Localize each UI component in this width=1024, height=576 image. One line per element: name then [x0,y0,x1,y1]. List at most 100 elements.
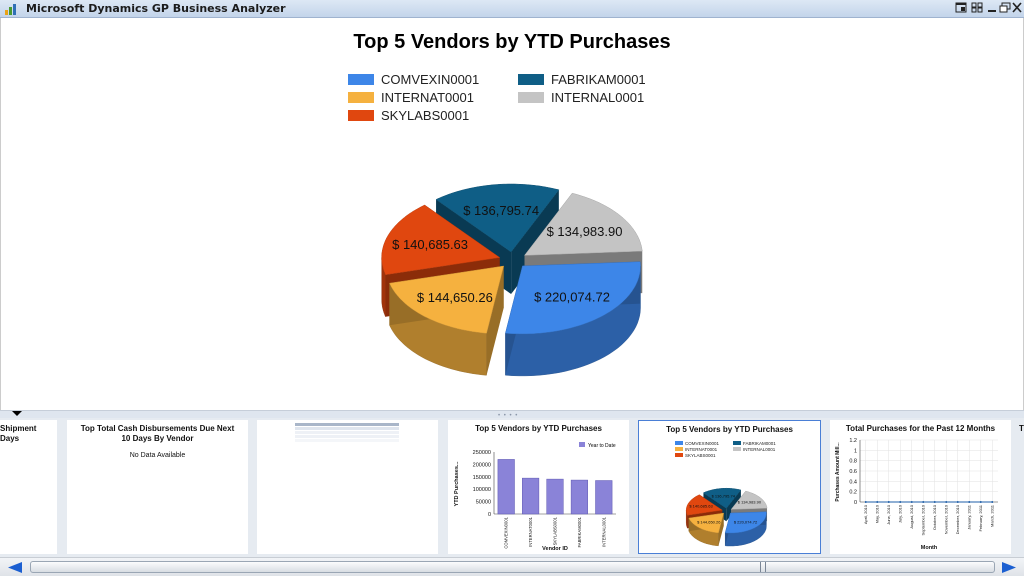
thumbnail-title: Shipment Days [0,424,37,443]
thumbnail-partial[interactable]: T [1019,420,1024,554]
legend-swatch [733,447,741,451]
line-point [979,501,982,503]
thumbnail-bar-chart[interactable]: Top 5 Vendors by YTD Purchases Year to D… [448,420,629,554]
collapse-caret-icon[interactable] [12,411,22,416]
legend-swatch [348,92,374,103]
thumbnail-pie-chart[interactable]: Top 5 Vendors by YTD Purchases COMVEXIN0… [638,420,821,554]
legend-label: FABRIKAM0001 [551,72,646,87]
pie-slice-top [381,204,501,275]
scroll-thumb[interactable] [30,561,995,573]
main-pie-chart: Top 5 Vendors by YTD Purchases COMVEXIN0… [348,31,671,377]
line-point [864,501,867,503]
bar-chart-thumbnail: Year to Date 250000 200000 150000 100000 500… [454,442,616,552]
thumbnail-cash-disbursements[interactable]: Top Total Cash Disbursements Due Next 10… [67,420,248,554]
pie-slice-top [724,511,767,534]
x-axis-title: Vendor ID [542,546,568,552]
legend-label: Year to Date [588,443,616,449]
y-tick-label: 50000 [476,500,491,506]
pie-plot: $ 136,795.74 $ 134,983.90 $ 140,685.63 $ 22… [381,183,643,377]
legend-item: SKYLABS0001 [348,108,469,123]
title-bar: Microsoft Dynamics GP Business Analyzer [0,0,1024,18]
line-point [956,501,959,503]
minimize-icon[interactable] [985,2,999,15]
x-tick-label: November, 2010 [944,504,949,534]
legend-label: COMVEXIN0001 [381,72,479,87]
pie-slice-top [702,487,742,509]
app-logo-icon [5,4,16,15]
bar [570,479,588,515]
legend-item: INTERNAT0001 [348,90,474,105]
x-tick-label: September, 2010 [921,504,926,535]
thumbnail-strip: Shipment Days Top Total Cash Disbursemen… [0,418,1024,557]
splitter-bar[interactable]: • • • • [0,410,1024,419]
line-point [876,501,879,503]
x-axis-title: Month [921,545,938,551]
legend-label: INTERNAL0001 [551,90,644,105]
x-tick-label: January, 2011 [967,504,972,530]
pie-slice-wall [726,489,741,522]
line-point [933,501,936,503]
legend-label: SKYLABS0001 [381,108,469,123]
line-point [968,501,971,503]
legend-label: INTERNAT0001 [381,90,474,105]
legend-swatch [579,442,585,447]
legend-swatch [518,92,544,103]
x-tick-label: December, 2010 [955,504,960,534]
legend-item: FABRIKAM0001 [518,72,646,87]
legend-item: SKYLABS0001 [675,453,716,458]
thumbnail-title: T [1019,424,1024,433]
x-tick-label: SKYLABS0001 [553,516,558,545]
line-point [991,501,994,503]
line-point [922,501,925,503]
pie-slice-top [523,192,643,256]
line-chart-thumbnail: 1.2 1 0.8 0.6 0.4 0.2 0 April, 2010 May, 2010 Jun… [835,438,998,551]
pie-data-label: $ 144,650.26 [697,520,721,525]
legend-item: COMVEXIN0001 [348,72,479,87]
restore-icon[interactable] [954,2,968,15]
scroll-right-arrow-icon[interactable] [994,561,1022,574]
line-point [887,501,890,503]
x-tick-label: June, 2010 [886,504,891,525]
legend-swatch [675,447,683,451]
pie-slice: $ 220,074.72 [505,261,641,377]
thumbnail-shipment-days[interactable]: Shipment Days [0,420,57,554]
x-tick-label: COMVEXIN0001 [504,516,509,548]
pie-slice-top [435,183,560,253]
y-tick-label: 1 [854,448,857,454]
bar [546,478,564,515]
thumbnail-title: Top 5 Vendors by YTD Purchases [666,425,793,434]
y-tick-label: 250000 [473,450,491,456]
chart-legend: COMVEXIN0001 FABRIKAM0001 INTERNAT0001 INTE… [348,72,646,123]
pie-data-label: $ 220,074.72 [534,290,610,305]
scroll-grip-icon [760,562,766,572]
line-point [899,501,902,503]
y-axis-title: Purchases Amount Mill... [835,442,841,502]
horizontal-scrollbar[interactable] [0,557,1024,576]
bar [522,477,540,515]
scroll-left-arrow-icon[interactable] [2,561,30,574]
y-tick-label: 0.6 [849,469,857,475]
bar [497,459,515,515]
maximize-icon[interactable] [998,2,1012,15]
legend-label: SKYLABS0001 [685,453,716,458]
x-tick-label: August, 2010 [909,504,914,528]
thumb-legend: COMVEXIN0001 FABRIKAM0001 INTERNAT0001 INTE… [675,441,776,458]
pie-data-label: $ 220,074.72 [734,520,758,525]
x-tick-label: INTERNAT0001 [528,516,533,547]
bar [595,480,613,515]
legend-item: INTERNAL0001 [518,90,644,105]
x-tick-label: April, 2010 [863,504,868,524]
close-icon[interactable] [1010,2,1024,15]
thumbnail-line-chart[interactable]: Total Purchases for the Past 12 Months 1… [830,420,1011,554]
no-data-label: No Data Available [129,452,186,459]
pie-chart-thumbnail: COMVEXIN0001 FABRIKAM0001 INTERNAT0001 INTE… [675,441,776,547]
pie-slice-top [389,265,504,334]
grid-icon[interactable] [970,2,984,15]
thumbnail-table-preview[interactable] [257,420,438,554]
splitter-grip-icon[interactable]: • • • • [498,413,519,419]
x-tick-label: FABRIKAM0001 [577,516,582,547]
pie-data-label: $ 134,983.90 [547,224,623,239]
legend-swatch [733,441,741,445]
pie-slice-top [685,494,723,516]
pie-slice-top [688,512,725,534]
